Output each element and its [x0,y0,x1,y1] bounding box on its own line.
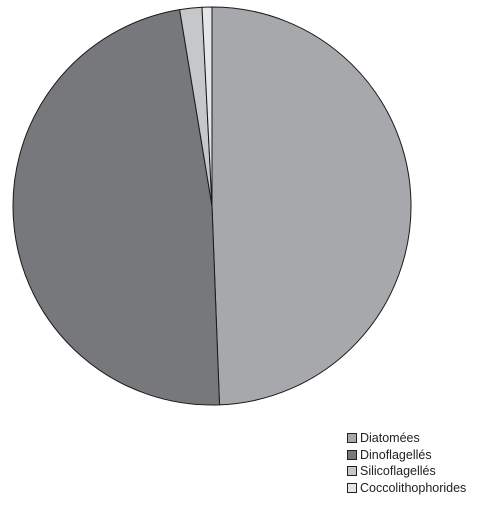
legend-swatch [347,482,357,493]
legend-item-3: Coccolithophorides [347,480,466,497]
pie-slice-0 [211,6,412,406]
legend-item-1: Dinoflagellés [347,447,466,464]
pie-slice-3 [201,6,213,207]
pie-chart [12,6,412,406]
legend-item-0: Diatomées [347,430,466,447]
legend-swatch [347,449,357,460]
legend-label: Diatomées [360,431,420,446]
legend-swatch [347,433,357,444]
legend-label: Silicoflagellés [360,464,436,479]
pie-slice-1 [12,9,220,406]
legend-swatch [347,466,357,477]
legend: Diatomées Dinoflagellés Silicoflagellés Coc… [347,430,466,496]
legend-label: Dinoflagellés [360,447,432,462]
legend-label: Coccolithophorides [360,480,467,495]
legend-item-2: Silicoflagellés [347,463,466,480]
